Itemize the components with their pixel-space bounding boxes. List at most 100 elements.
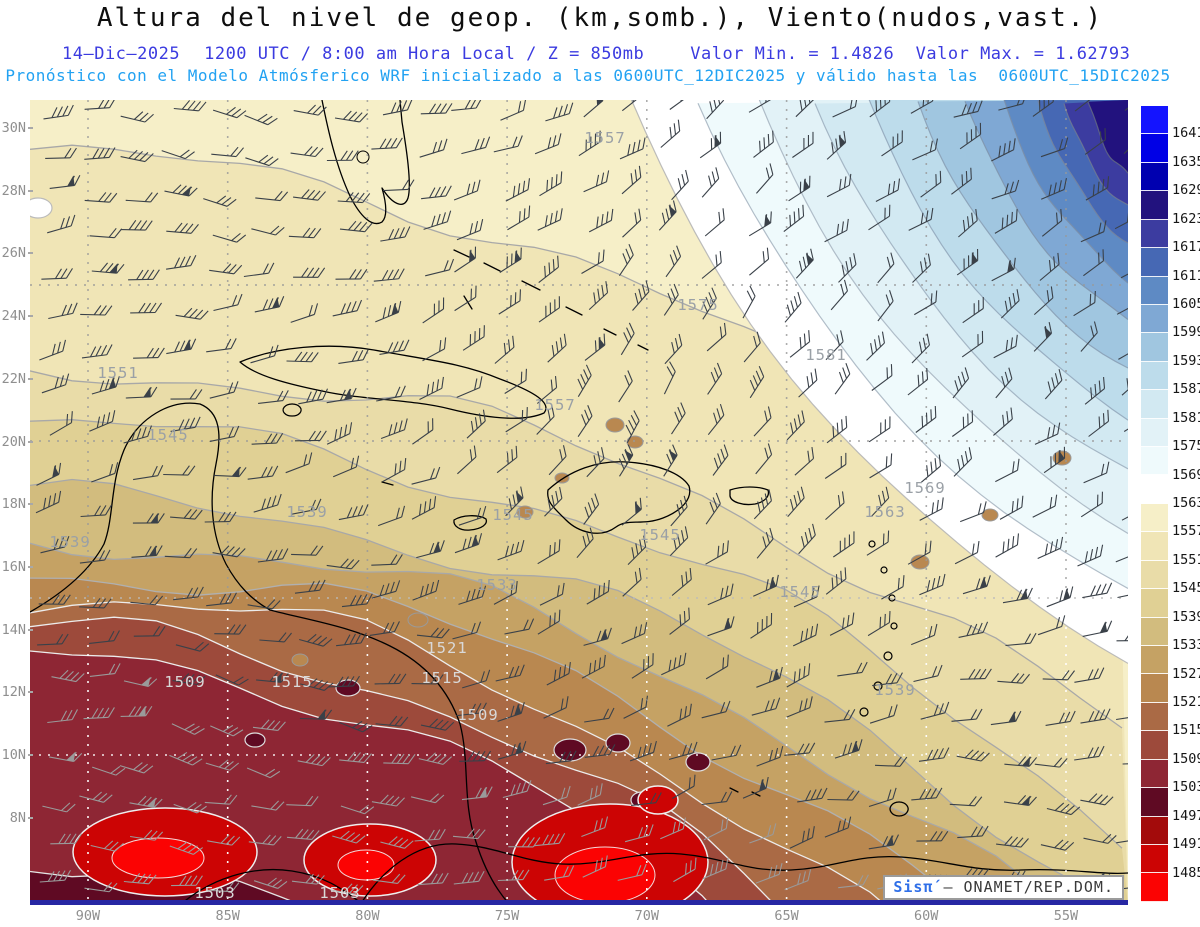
colorbar-tick-label: 1635 (1172, 153, 1200, 170)
colorbar-swatch (1141, 418, 1168, 448)
lat-tick-mark (28, 691, 33, 694)
lat-tick-mark (28, 377, 33, 380)
contour-value-label: 1557 (534, 396, 576, 414)
lon-tick-label: 65W (774, 908, 799, 924)
lat-tick-label: 26N (1, 245, 26, 262)
colorbar-tick-label: 1623 (1172, 210, 1200, 227)
contour-value-label: 1545 (147, 426, 189, 444)
colorbar-swatch (1141, 106, 1168, 135)
brand-name: Sisπ́ (893, 878, 934, 896)
lat-tick-label: 16N (1, 558, 26, 575)
lon-tick-label: 85W (215, 908, 240, 924)
colorbar-swatch (1141, 390, 1168, 419)
contour-value-label: 1539 (49, 533, 91, 551)
colorbar-swatch (1141, 589, 1168, 618)
colorbar-tick-label: 1551 (1172, 551, 1200, 568)
lat-tick-label: 28N (1, 182, 26, 199)
colorbar-tick-label: 1629 (1172, 182, 1200, 199)
lat-tick-mark (28, 315, 33, 318)
colorbar-tick-label: 1527 (1172, 665, 1200, 682)
colorbar-tick-label: 1563 (1172, 495, 1200, 511)
colorbar-swatch (1141, 162, 1168, 192)
contour-value-label: 1521 (426, 639, 468, 657)
colorbar-tick-label: 1497 (1172, 807, 1200, 824)
forecast-date: 14–Dic–2025 (62, 44, 181, 64)
contour-value-label: 1563 (864, 503, 906, 521)
colorbar-swatch (1141, 276, 1168, 305)
colorbar-swatch (1141, 816, 1168, 845)
contour-value-label: 1545 (779, 583, 821, 601)
lat-tick-mark (28, 565, 33, 568)
contour-value-label: 1545 (639, 526, 681, 544)
colorbar-tick-label: 1485 (1172, 864, 1200, 881)
contour-value-label: 1515 (271, 673, 313, 691)
colorbar-tick-label: 1587 (1172, 381, 1200, 398)
lat-tick-label: 18N (1, 496, 26, 513)
lat-tick-label: 14N (1, 621, 26, 638)
contour-value-label: 1551 (97, 364, 139, 382)
colorbar-tick-label: 1575 (1172, 438, 1200, 455)
colorbar-swatch (1141, 304, 1168, 334)
lat-tick-mark (28, 440, 33, 443)
colorbar-swatch (1141, 674, 1168, 703)
colorbar-swatch (1141, 219, 1168, 249)
model-info-line: Pronóstico con el Modelo Atmósferico WRF… (5, 66, 1171, 85)
colorbar-tick-label: 1533 (1172, 637, 1200, 654)
colorbar (1141, 106, 1168, 902)
colorbar-tick-label: 1515 (1172, 722, 1200, 739)
contour-value-label: 1503 (319, 884, 361, 902)
contour-value-label: 1557 (584, 129, 626, 147)
colorbar-tick-label: 1569 (1172, 466, 1200, 483)
map-canvas: 1557 1575 1581 1551 1557 1545 1569 1563 1539 1545… (30, 100, 1128, 905)
colorbar-swatch (1141, 759, 1168, 789)
contour-value-label: 1509 (164, 673, 206, 691)
lat-tick-label: 12N (1, 684, 26, 701)
colorbar-swatch (1141, 731, 1168, 760)
colorbar-swatch (1141, 248, 1168, 277)
colorbar-swatch (1141, 134, 1168, 163)
lat-tick-mark (28, 503, 33, 506)
lat-tick-mark (28, 754, 33, 756)
colorbar-swatch (1141, 503, 1168, 533)
lon-tick-label: 60W (914, 908, 939, 924)
colorbar-swatch (1141, 788, 1168, 817)
lat-tick-label: 20N (1, 433, 26, 450)
colorbar-swatch (1141, 532, 1168, 561)
colorbar-swatch (1141, 447, 1168, 476)
lon-tick-label: 90W (75, 908, 101, 924)
lon-tick-label: 75W (494, 908, 520, 924)
colorbar-tick-label: 1521 (1172, 694, 1200, 710)
colorbar-tick-label: 1545 (1172, 580, 1200, 597)
lat-tick-mark (28, 816, 33, 819)
colorbar-swatch (1141, 191, 1168, 220)
lon-tick-label: 55W (1053, 908, 1079, 924)
lat-tick-mark (28, 127, 33, 129)
lon-tick-label: 70W (634, 908, 660, 924)
contour-value-label: 1539 (874, 681, 916, 699)
lat-tick-label: 30N (1, 120, 26, 136)
lon-tick-label: 80W (355, 908, 380, 924)
contour-value-label: 1581 (805, 346, 847, 364)
colorbar-tick-label: 1599 (1172, 324, 1200, 341)
colorbar-tick-label: 1617 (1172, 239, 1200, 256)
weather-field-svg (30, 100, 1128, 905)
lat-tick-mark (28, 252, 33, 255)
lat-tick-label: 8N (9, 809, 26, 826)
lat-tick-label: 22N (1, 370, 26, 387)
colorbar-tick-label: 1503 (1172, 779, 1200, 796)
branding-badge: Sisπ́ – ONAMET/REP.DOM. (883, 875, 1124, 900)
contour-value-label: 1575 (677, 296, 719, 314)
colorbar-swatch (1141, 333, 1168, 362)
lat-tick-mark (28, 189, 33, 192)
lat-tick-label: 24N (1, 308, 26, 325)
colorbar-swatch (1141, 361, 1168, 391)
colorbar-swatch (1141, 617, 1168, 647)
contour-value-label: 1515 (421, 669, 463, 687)
lat-tick-mark (28, 628, 33, 631)
contour-value-label: 1539 (286, 503, 328, 521)
contour-value-label: 1503 (194, 884, 236, 902)
